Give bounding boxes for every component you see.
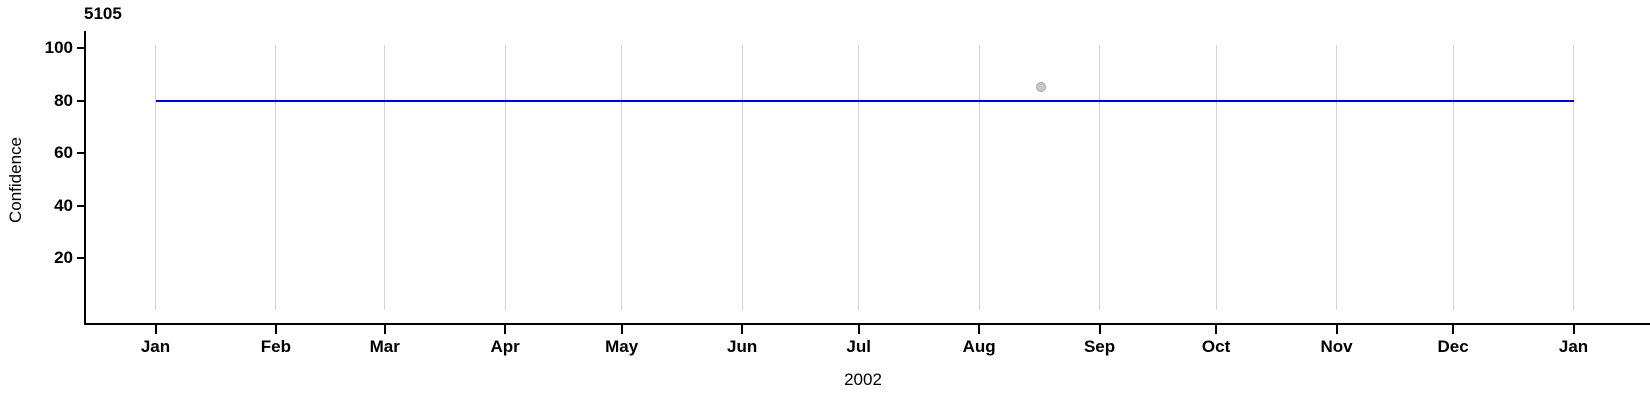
month-gridline — [275, 45, 277, 310]
x-tick — [504, 325, 507, 334]
x-tick-label-nov: Nov — [1320, 337, 1353, 356]
y-tick — [77, 152, 85, 155]
y-tick-label-100: 100 — [44, 37, 73, 57]
x-tick — [1452, 325, 1455, 334]
month-gridline — [621, 45, 623, 310]
x-tick — [383, 325, 386, 334]
y-tick — [77, 46, 85, 49]
x-tick — [620, 325, 623, 334]
x-tick-label-jun: Jun — [727, 337, 758, 356]
x-tick — [741, 325, 744, 334]
x-tick-label-jan: Jan — [140, 337, 171, 356]
observation-point — [1036, 82, 1047, 93]
x-tick — [1098, 325, 1101, 334]
y-tick-label-60: 60 — [54, 143, 73, 163]
x-tick-label-sep: Sep — [1083, 337, 1116, 356]
y-tick-label-20: 20 — [54, 248, 73, 268]
month-gridline — [1573, 45, 1575, 310]
month-gridline — [1099, 45, 1101, 310]
x-tick — [154, 325, 157, 334]
y-tick-label-40: 40 — [54, 195, 73, 215]
month-gridline — [384, 45, 386, 310]
month-gridline — [978, 45, 980, 310]
x-tick-label-jul: Jul — [846, 337, 871, 356]
month-gridline — [504, 45, 506, 310]
x-tick — [1335, 325, 1338, 334]
x-tick-label-aug: Aug — [962, 337, 996, 356]
x-tick-label-feb: Feb — [260, 337, 292, 356]
x-tick — [1215, 325, 1218, 334]
month-gridline — [1452, 45, 1454, 310]
x-tick — [274, 325, 277, 334]
y-tick-label-80: 80 — [54, 90, 73, 110]
x-tick-label-may: May — [605, 337, 639, 356]
panel-label: 5105 — [84, 4, 122, 23]
x-axis-title: 2002 — [844, 370, 882, 389]
x-tick-label-mar: Mar — [369, 337, 400, 356]
x-axis-line — [84, 323, 1650, 325]
confidence-line — [155, 99, 1574, 102]
y-tick — [77, 99, 85, 102]
x-tick-label-oct: Oct — [1201, 337, 1231, 356]
x-tick-label-apr: Apr — [490, 337, 520, 356]
month-gridline — [1336, 45, 1338, 310]
y-tick — [77, 204, 85, 207]
y-axis-line — [84, 31, 86, 325]
y-tick — [77, 257, 85, 260]
month-gridline — [1215, 45, 1217, 310]
x-tick — [978, 325, 981, 334]
x-tick-label-jan: Jan — [1558, 337, 1589, 356]
x-tick — [857, 325, 860, 334]
month-gridline — [858, 45, 860, 310]
x-tick-label-dec: Dec — [1437, 337, 1469, 356]
month-gridline — [741, 45, 743, 310]
month-gridline — [155, 45, 156, 310]
x-tick — [1572, 325, 1575, 334]
